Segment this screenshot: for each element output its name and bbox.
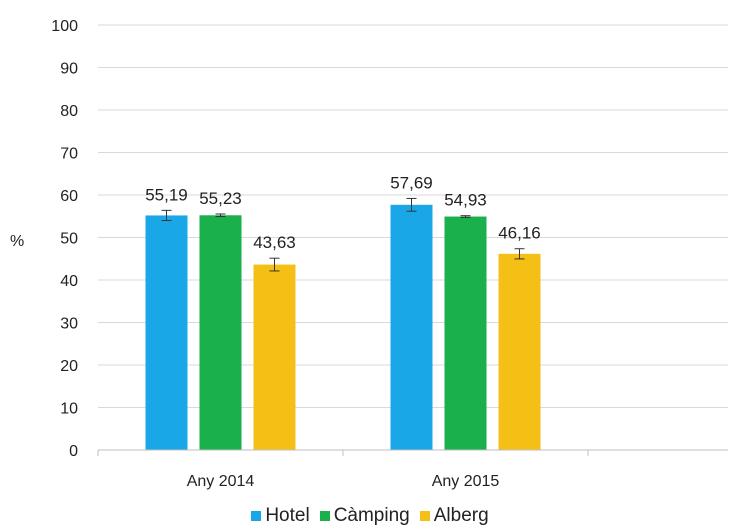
x-axis: Any 2014 Any 2015 [97, 449, 728, 490]
bar [444, 216, 487, 450]
y-axis-ticks: 0 10 20 30 40 50 60 70 80 90 100 [51, 18, 78, 460]
y-tick-label: 90 [60, 61, 78, 78]
y-tick-label: 70 [60, 146, 78, 163]
legend-swatch [251, 511, 262, 521]
y-tick-label: 50 [60, 231, 78, 248]
legend-item: Alberg [419, 505, 489, 527]
legend-swatch [419, 511, 430, 521]
y-tick-label: 30 [60, 316, 78, 333]
data-label: 57,69 [390, 173, 433, 192]
y-axis-label: % [10, 233, 24, 250]
bar [390, 204, 433, 450]
bars [145, 204, 541, 450]
legend-swatch [319, 511, 330, 521]
y-tick-label: 100 [51, 18, 78, 35]
data-label: 46,16 [498, 224, 541, 243]
y-tick-label: 20 [60, 358, 78, 375]
y-tick-label: 60 [60, 188, 78, 205]
data-label: 43,63 [253, 233, 296, 252]
data-label: 55,23 [199, 189, 242, 208]
legend-item: Càmping [319, 505, 410, 527]
legend-label: Hotel [265, 505, 310, 526]
y-tick-label: 80 [60, 103, 78, 120]
data-label: 54,93 [444, 191, 487, 210]
bar [145, 215, 188, 450]
legend-label: Alberg [433, 505, 489, 526]
data-label: 55,19 [145, 185, 188, 204]
x-tick-label: Any 2014 [187, 473, 255, 490]
y-tick-label: 40 [60, 273, 78, 290]
bar [199, 215, 242, 450]
y-tick-label: 0 [69, 443, 78, 460]
x-tick-label: Any 2015 [432, 473, 500, 490]
error-bars [161, 197, 525, 272]
chart: 0 10 20 30 40 50 60 70 80 90 100 % 55,19 55,23 43,63… [10, 18, 728, 490]
data-labels: 55,19 55,23 43,63 57,69 54,93 46,16 [145, 173, 541, 252]
bar [498, 253, 541, 450]
legend-label: Càmping [333, 505, 410, 526]
bar [253, 264, 296, 450]
y-tick-label: 10 [60, 401, 78, 418]
legend: Hotel Càmping Alberg [0, 505, 740, 527]
legend-item: Hotel [251, 505, 310, 527]
